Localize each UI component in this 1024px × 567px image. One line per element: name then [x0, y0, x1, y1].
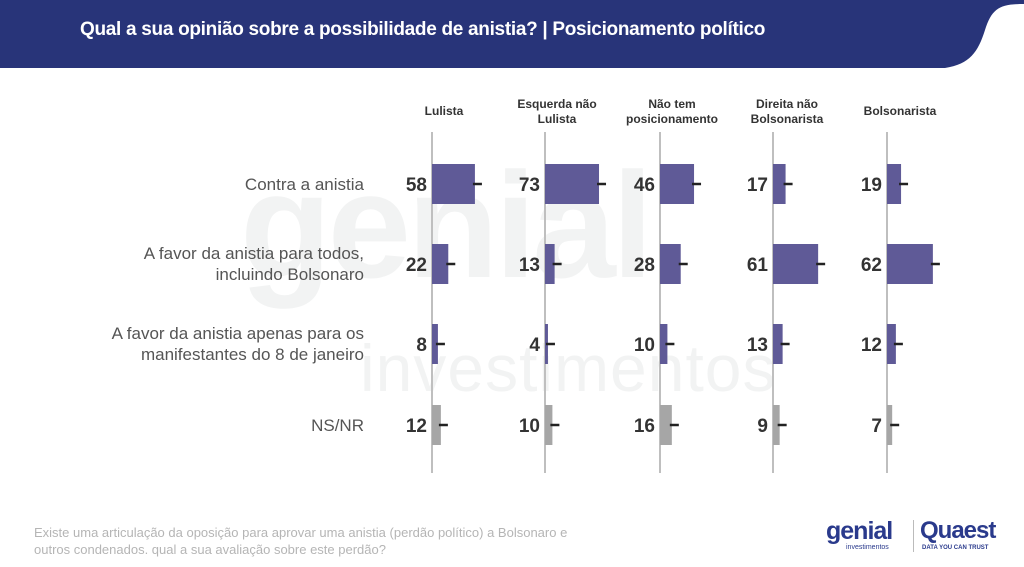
row-label-line: Contra a anistia: [244, 174, 364, 194]
bar: [545, 405, 553, 445]
genial-logo: genial: [826, 517, 893, 545]
column-header: Não tem posicionamento: [607, 97, 737, 127]
bar: [887, 405, 893, 445]
row-label-line: A favor da anistia para todos,: [143, 244, 364, 263]
quaest-logo: Quaest: [920, 517, 996, 544]
logos: genial investimentos Quaest DATA YOU CAN…: [826, 518, 1016, 554]
data-label: 22: [406, 255, 427, 276]
header-banner: Qual a sua opinião sobre a possibilidade…: [0, 0, 1024, 68]
data-label: 7: [871, 416, 882, 437]
footnote-line-1: Existe uma articulação da oposição para …: [34, 525, 568, 540]
footnote-line-2: outros condenados. qual a sua avaliação …: [34, 542, 386, 557]
row-label-line: NS/NR: [311, 415, 364, 435]
row-label: A favor da anistia para todos, incluindo …: [44, 243, 364, 285]
data-label: 46: [634, 175, 655, 196]
footnote: Existe uma articulação da oposição para …: [34, 524, 734, 558]
data-label: 13: [747, 335, 768, 356]
column-header-line: posicionamento: [625, 112, 718, 126]
bar: [432, 324, 438, 364]
data-label: 61: [747, 255, 769, 276]
data-label: 62: [861, 255, 882, 276]
quaest-logo-subtext: DATA YOU CAN TRUST: [922, 545, 989, 551]
data-label: 12: [861, 335, 882, 356]
bar: [660, 244, 681, 284]
column-header: Esquerda não Lulista: [492, 97, 622, 127]
column-header: Direita não Bolsonarista: [722, 97, 852, 127]
bar: [773, 164, 786, 204]
column-header: Bolsonarista: [835, 104, 965, 119]
row-label-line: A favor da anistia apenas para os: [111, 324, 364, 343]
column-header-line: Bolsonarista: [863, 104, 937, 118]
bar: [545, 244, 555, 284]
column-header: Lulista: [379, 104, 509, 119]
row-label: Contra a anistia: [44, 174, 364, 195]
bar: [660, 164, 695, 204]
data-label: 4: [529, 335, 540, 356]
bar: [432, 405, 441, 445]
bar: [887, 164, 902, 204]
data-label: 10: [634, 335, 655, 356]
data-label: 16: [634, 416, 655, 437]
data-label: 17: [747, 175, 768, 196]
data-label: 13: [519, 255, 540, 276]
column-header-line: Não tem: [648, 97, 696, 111]
row-label-line: manifestantes do 8 de janeiro: [140, 345, 364, 364]
page-title: Qual a sua opinião sobre a possibilidade…: [80, 19, 766, 40]
data-label: 10: [519, 416, 540, 437]
column-header-line: Esquerda não: [517, 97, 597, 111]
bar: [432, 164, 475, 204]
data-label: 12: [406, 416, 427, 437]
bar: [887, 324, 896, 364]
row-label: NS/NR: [44, 415, 364, 436]
data-label: 9: [757, 416, 768, 437]
bar: [773, 244, 819, 284]
data-label: 28: [634, 255, 655, 276]
bar: [545, 164, 600, 204]
column-header-line: Lulista: [424, 104, 464, 118]
bar: [432, 244, 449, 284]
row-label-line: incluindo Bolsonaro: [215, 265, 364, 284]
data-label: 19: [861, 175, 882, 196]
bar: [773, 405, 780, 445]
bar: [660, 324, 668, 364]
bar: [660, 405, 672, 445]
row-label: A favor da anistia apenas para os manifes…: [44, 323, 364, 365]
column-header-line: Direita não: [755, 97, 818, 111]
header-shape: [0, 0, 1024, 68]
bar: [773, 324, 783, 364]
genial-logo-subtext: investimentos: [846, 544, 889, 551]
column-header-line: Bolsonarista: [750, 112, 824, 126]
data-label: 8: [416, 335, 427, 356]
data-label: 58: [406, 175, 427, 196]
bar: [887, 244, 933, 284]
logo-divider: [913, 520, 914, 552]
data-label: 73: [519, 175, 540, 196]
column-header-line: Lulista: [537, 112, 577, 126]
